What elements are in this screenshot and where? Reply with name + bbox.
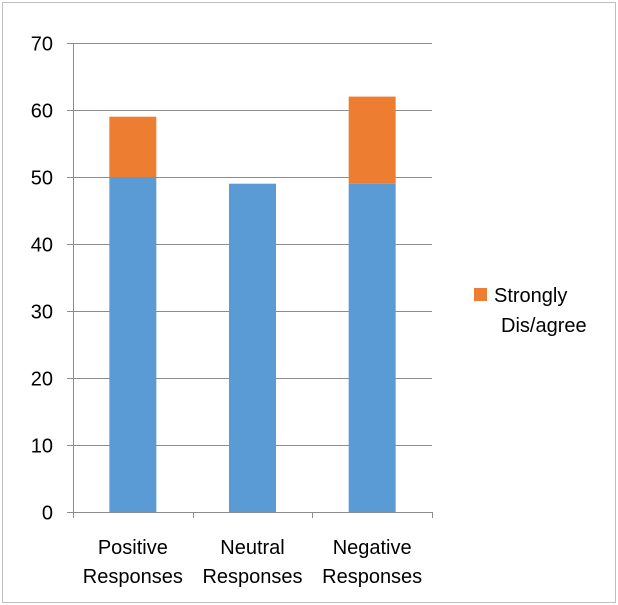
- axes: [67, 43, 433, 518]
- bar-segment-series0-cat0: [109, 177, 157, 512]
- x-category-label: Neutral Responses: [202, 537, 302, 588]
- bar-segment-series0-cat1: [229, 183, 276, 512]
- x-category-label-line: Responses: [322, 566, 422, 588]
- y-tick-label: 0: [42, 503, 53, 525]
- legend-label-line: Dis/agree: [501, 315, 587, 337]
- x-category-label-line: Negative: [333, 537, 412, 559]
- x-category-label-line: Neutral: [220, 537, 284, 559]
- x-category-label-line: Positive: [98, 537, 168, 559]
- y-tick-label: 60: [31, 101, 53, 123]
- bar-segment-series1-cat0: [109, 116, 157, 177]
- legend-label: Strongly Dis/agree: [494, 285, 587, 337]
- y-tick-label: 50: [31, 168, 53, 190]
- y-tick-label: 30: [31, 302, 53, 324]
- x-category-label-line: Responses: [202, 566, 302, 588]
- x-category-label: Negative Responses: [322, 537, 422, 588]
- legend-swatch: [474, 288, 487, 301]
- y-tick-label: 40: [31, 235, 53, 257]
- y-tick-label: 10: [31, 436, 53, 458]
- y-tick-label: 70: [31, 34, 53, 56]
- y-axis-tick-labels: 0 10 20 30 40 50 60 70: [31, 34, 53, 525]
- x-category-label: Positive Responses: [83, 537, 183, 588]
- bar-segment-series0-cat2: [348, 183, 396, 512]
- legend: Strongly Dis/agree: [474, 285, 587, 337]
- bar-segment-series1-cat2: [348, 96, 396, 184]
- y-tick-label: 20: [31, 369, 53, 391]
- legend-label-line: Strongly: [494, 285, 567, 307]
- bars: [109, 96, 396, 512]
- x-category-label-line: Responses: [83, 566, 183, 588]
